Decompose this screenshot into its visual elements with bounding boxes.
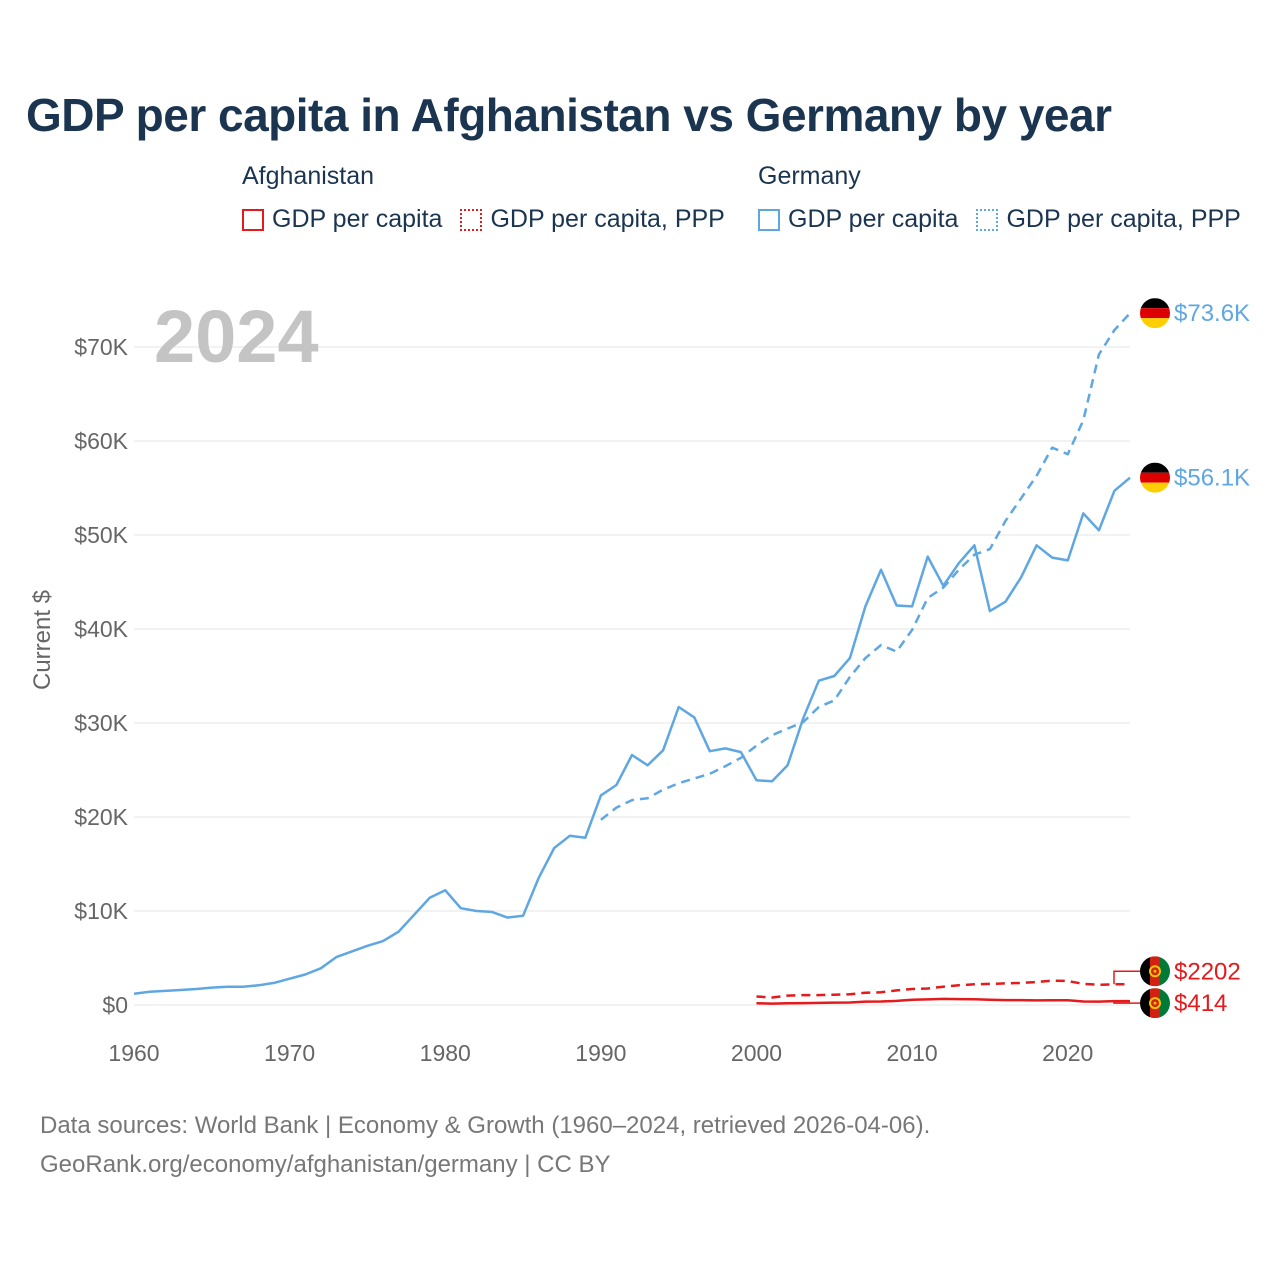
y-axis-label: Current $ bbox=[29, 590, 56, 690]
flag-stripe bbox=[1140, 482, 1170, 493]
flag-emblem bbox=[1149, 965, 1161, 978]
series-line-germany-gdp-per-capita bbox=[133, 476, 1131, 995]
legend-afghanistan: Afghanistan GDP per capita GDP per capit… bbox=[242, 162, 743, 234]
y-tick-label: $20K bbox=[74, 804, 128, 830]
end-value-label: $56.1K bbox=[1174, 465, 1250, 492]
series-line-germany-gdp-per-capita-ppp bbox=[600, 312, 1131, 821]
dotted-line-swatch-icon bbox=[460, 208, 483, 231]
x-tick-label: 1960 bbox=[108, 1040, 159, 1066]
legend-item-germany-gdp[interactable]: GDP per capita bbox=[758, 205, 958, 234]
end-value-label: $73.6K bbox=[1174, 300, 1250, 327]
legend-country-afghanistan: Afghanistan bbox=[242, 162, 375, 190]
legend-item-germany-ppp[interactable]: GDP per capita, PPP bbox=[976, 205, 1241, 234]
y-axis-ticks: $0 $10K $20K $30K $40K $50K $60K $70K bbox=[74, 334, 128, 1018]
x-tick-label: 1980 bbox=[420, 1040, 471, 1066]
gridlines bbox=[134, 346, 1130, 1006]
y-tick-label: $50K bbox=[74, 522, 128, 548]
solid-line-swatch-icon bbox=[758, 208, 780, 231]
x-axis-ticks: 1960 1970 1980 1990 2000 2010 2020 bbox=[108, 1040, 1093, 1066]
flag-body bbox=[1140, 298, 1170, 329]
series-lines bbox=[133, 312, 1131, 1005]
germany-flag-icon bbox=[1140, 462, 1170, 493]
afghanistan-flag-icon bbox=[1140, 956, 1170, 987]
flag-emblem bbox=[1153, 1001, 1157, 1005]
flag-stripe bbox=[1140, 988, 1150, 1019]
flag-stripe bbox=[1140, 462, 1170, 473]
flag-stripe bbox=[1140, 308, 1170, 319]
leader-line bbox=[1113, 970, 1140, 985]
flag-stripe bbox=[1140, 298, 1170, 309]
legend-item-afghanistan-ppp[interactable]: GDP per capita, PPP bbox=[460, 205, 725, 234]
germany-flag-icon bbox=[1140, 298, 1170, 329]
afghanistan-flag-icon bbox=[1140, 988, 1170, 1019]
flag-emblem bbox=[1153, 969, 1157, 973]
x-tick-label: 1970 bbox=[264, 1040, 315, 1066]
legend-label: GDP per capita, PPP bbox=[1006, 205, 1241, 233]
flag-body bbox=[1140, 462, 1170, 493]
end-value-label: $414 bbox=[1174, 990, 1227, 1017]
series-line-afghanistan-gdp-per-capita-ppp bbox=[756, 979, 1130, 999]
legend-item-afghanistan-gdp[interactable]: GDP per capita bbox=[242, 205, 442, 234]
legend-germany: Germany GDP per capita GDP per capita, P… bbox=[758, 162, 1259, 234]
flag-body bbox=[1140, 956, 1170, 987]
series-line-afghanistan-gdp-per-capita bbox=[756, 997, 1130, 1005]
x-tick-label: 1990 bbox=[575, 1040, 626, 1066]
solid-line-swatch-icon bbox=[242, 208, 264, 231]
leader-line bbox=[1113, 1001, 1140, 1004]
flag-stripe bbox=[1160, 956, 1170, 987]
legend-label: GDP per capita, PPP bbox=[490, 205, 725, 233]
x-tick-label: 2000 bbox=[731, 1040, 782, 1066]
chart-title: GDP per capita in Afghanistan vs Germany… bbox=[26, 89, 1112, 141]
y-tick-label: $10K bbox=[74, 898, 128, 924]
source-link[interactable]: GeoRank.org/economy/afghanistan/germany … bbox=[40, 1151, 611, 1178]
legend-label: GDP per capita bbox=[788, 205, 959, 233]
y-tick-label: $40K bbox=[74, 616, 128, 642]
legend-country-germany: Germany bbox=[758, 162, 861, 190]
y-tick-label: $70K bbox=[74, 334, 128, 360]
line-chart: 2024 Current $ $0 $10K $20K $30K $40K $50K $60… bbox=[29, 295, 1250, 1066]
x-tick-label: 2020 bbox=[1042, 1040, 1093, 1066]
flag-stripe bbox=[1140, 956, 1150, 987]
dotted-line-swatch-icon bbox=[976, 208, 999, 231]
y-tick-label: $30K bbox=[74, 710, 128, 736]
footer: Data sources: World Bank | Economy & Gro… bbox=[40, 1106, 930, 1184]
data-sources-text: Data sources: World Bank | Economy & Gro… bbox=[40, 1112, 931, 1139]
y-tick-label: $0 bbox=[102, 992, 128, 1018]
legend-label: GDP per capita bbox=[272, 205, 443, 233]
flag-stripe bbox=[1140, 472, 1170, 483]
x-tick-label: 2010 bbox=[887, 1040, 938, 1066]
flag-emblem bbox=[1149, 997, 1161, 1010]
end-markers: $56.1K $73.6K $414 $2202 bbox=[1113, 298, 1250, 1019]
flag-stripe bbox=[1160, 988, 1170, 1019]
year-watermark: 2024 bbox=[154, 295, 319, 378]
flag-body bbox=[1140, 988, 1170, 1019]
end-value-label: $2202 bbox=[1174, 958, 1241, 985]
flag-stripe bbox=[1140, 318, 1170, 329]
y-tick-label: $60K bbox=[74, 428, 128, 454]
